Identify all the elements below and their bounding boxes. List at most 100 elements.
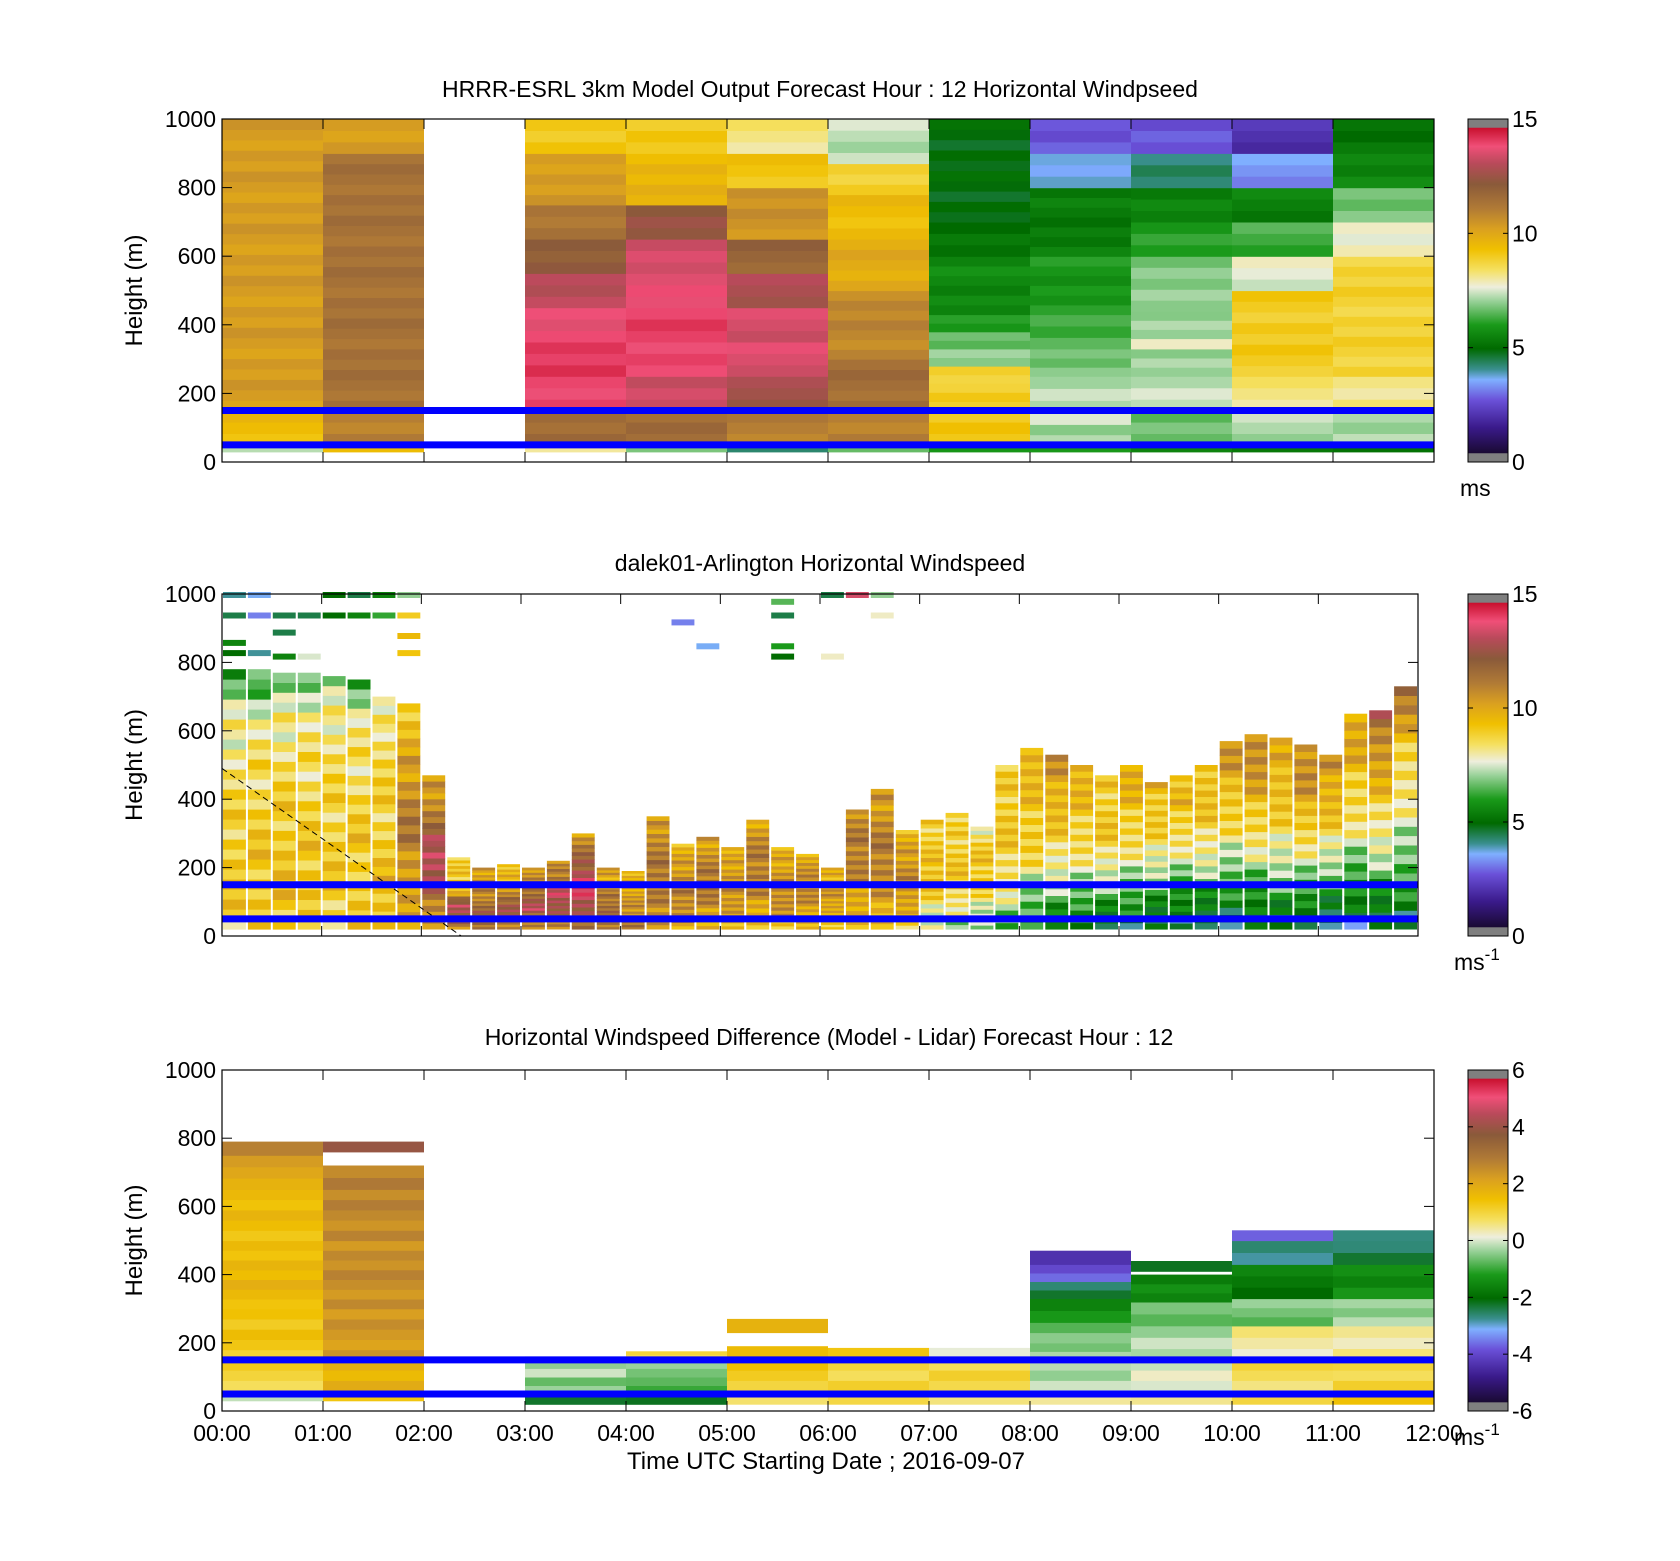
profile-cell bbox=[920, 874, 944, 879]
profile-cell bbox=[1095, 834, 1118, 841]
profile-speckle bbox=[671, 619, 695, 626]
heatmap-cell bbox=[323, 235, 424, 247]
profile-cell bbox=[1169, 899, 1193, 906]
profile-cell bbox=[397, 903, 421, 913]
profile-cell bbox=[297, 712, 321, 723]
profile-cell bbox=[1194, 903, 1218, 911]
heatmap-cell bbox=[727, 319, 828, 332]
profile-cell bbox=[1045, 815, 1069, 823]
profile-cell bbox=[322, 802, 346, 813]
heatmap-cell bbox=[828, 239, 929, 250]
profile-cell bbox=[372, 866, 396, 876]
profile-cell bbox=[995, 866, 1019, 873]
profile-cell bbox=[870, 864, 894, 871]
profile-cell bbox=[945, 826, 969, 832]
profile-cell bbox=[472, 907, 496, 911]
profile-cell bbox=[322, 861, 346, 872]
heatmap-cell bbox=[1333, 346, 1434, 357]
heatmap-cell bbox=[525, 130, 626, 143]
profile-cell bbox=[1294, 829, 1318, 838]
heatmap-cell bbox=[525, 387, 626, 400]
profile-cell bbox=[721, 847, 745, 851]
profile-speckle bbox=[322, 592, 346, 598]
profile-cell bbox=[1045, 754, 1069, 762]
heatmap-cell bbox=[1030, 226, 1131, 238]
profile-cell bbox=[721, 900, 745, 905]
profile-cell bbox=[522, 922, 545, 925]
heatmap-cell bbox=[929, 1359, 1030, 1371]
profile-cell bbox=[1020, 754, 1044, 763]
profile-cell bbox=[1169, 781, 1193, 788]
profile-cell bbox=[1244, 876, 1268, 885]
profile-cell bbox=[970, 901, 994, 906]
profile-cell bbox=[223, 839, 246, 850]
profile-cell bbox=[870, 891, 894, 898]
profile-cell bbox=[1294, 907, 1318, 916]
profile-cell bbox=[322, 851, 346, 862]
profile-cell bbox=[671, 876, 695, 881]
heatmap-cell bbox=[1131, 221, 1232, 234]
profile-cell bbox=[497, 911, 520, 915]
heatmap-cell bbox=[929, 170, 1030, 182]
profile-cell bbox=[1294, 787, 1318, 795]
profile-cell bbox=[571, 903, 595, 908]
profile-cell bbox=[696, 865, 720, 870]
heatmap-cell bbox=[1333, 199, 1434, 211]
heatmap-cell bbox=[929, 1370, 1030, 1381]
profile-cell bbox=[322, 831, 346, 842]
profile-cell bbox=[322, 822, 346, 833]
profile-cell bbox=[447, 893, 471, 897]
profile-cell bbox=[347, 679, 371, 690]
profile-cell bbox=[1244, 786, 1268, 795]
profile-cell bbox=[1144, 844, 1168, 851]
profile-speckle bbox=[347, 612, 371, 619]
profile-cell bbox=[546, 913, 570, 917]
profile-cell bbox=[995, 847, 1019, 854]
heatmap-cell bbox=[1232, 1380, 1333, 1392]
heatmap-cell bbox=[222, 275, 323, 287]
profile-cell bbox=[1269, 921, 1293, 930]
profile-cell bbox=[671, 925, 695, 930]
profile-cell bbox=[1144, 900, 1168, 907]
heatmap-cell bbox=[1333, 153, 1434, 166]
x-tick-label: 11:00 bbox=[1305, 1420, 1361, 1446]
profile-cell bbox=[497, 896, 520, 900]
heatmap-cell bbox=[1232, 279, 1333, 292]
heatmap-cell bbox=[1131, 422, 1232, 434]
profile-cell bbox=[1120, 903, 1143, 911]
profile-cell bbox=[621, 893, 645, 896]
profile-cell bbox=[422, 875, 446, 883]
profile-cell bbox=[721, 907, 745, 911]
profile-cell bbox=[1194, 771, 1218, 778]
profile-cell bbox=[1169, 887, 1193, 894]
profile-cell bbox=[1219, 907, 1243, 916]
heatmap-cell bbox=[626, 141, 727, 154]
heatmap-cell bbox=[1232, 1275, 1333, 1288]
colorbar-tick-label: -6 bbox=[1512, 1398, 1532, 1424]
profile-cell bbox=[1169, 846, 1193, 853]
profile-cell bbox=[721, 913, 745, 917]
profile-cell bbox=[646, 816, 670, 821]
profile-cell bbox=[1319, 855, 1343, 863]
heatmap-cell bbox=[626, 1376, 727, 1386]
heatmap-cell bbox=[828, 194, 929, 207]
heatmap-cell bbox=[1333, 326, 1434, 337]
profile-cell bbox=[1244, 779, 1268, 788]
profile-cell bbox=[1020, 908, 1044, 916]
heatmap-cell bbox=[222, 150, 323, 162]
profile-cell bbox=[1194, 872, 1218, 879]
profile-cell bbox=[1144, 804, 1168, 811]
heatmap-cell bbox=[525, 341, 626, 354]
profile-cell bbox=[322, 783, 346, 794]
profile-speckle bbox=[247, 592, 271, 598]
heatmap-cell bbox=[323, 1209, 424, 1221]
heatmap-cell bbox=[1030, 217, 1131, 228]
profile-cell bbox=[721, 903, 745, 908]
profile-cell bbox=[1394, 891, 1417, 902]
profile-cell bbox=[696, 840, 720, 845]
heatmap-cell bbox=[222, 1189, 323, 1201]
heatmap-cell bbox=[727, 187, 828, 199]
profile-cell bbox=[1020, 824, 1044, 832]
profile-cell bbox=[347, 842, 371, 853]
